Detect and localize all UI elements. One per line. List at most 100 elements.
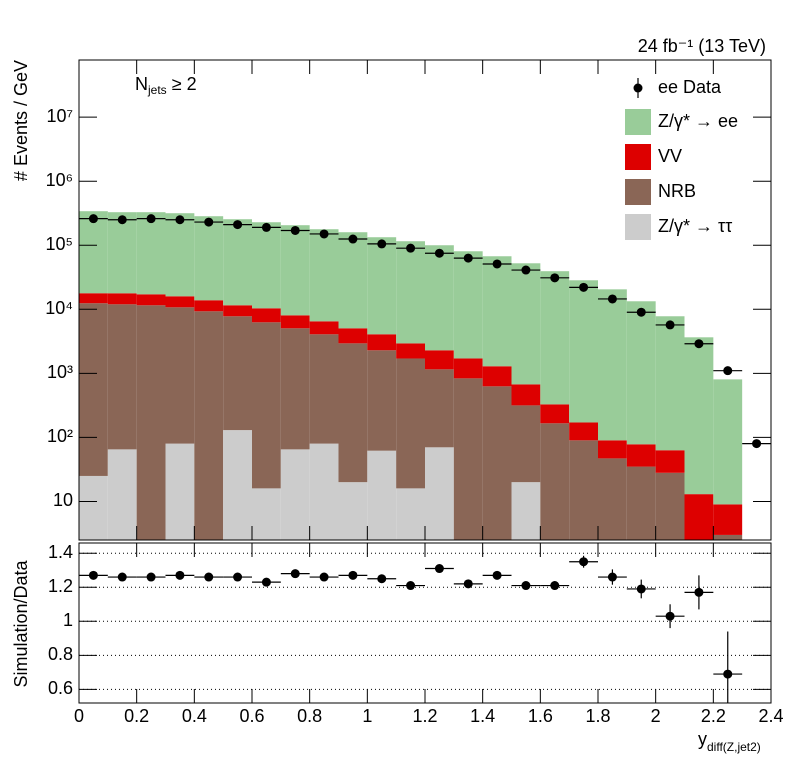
histogram-bar <box>252 222 281 309</box>
data-point <box>492 570 502 580</box>
histogram-bar <box>482 366 512 387</box>
data-point <box>88 214 98 224</box>
data-point <box>521 581 531 591</box>
legend-swatch <box>625 214 651 240</box>
histogram-bar <box>223 316 252 431</box>
chart-title: 24 fb⁻¹ (13 TeV) <box>638 36 766 56</box>
y-tick-label: 0.8 <box>48 644 73 664</box>
histogram-bar <box>511 482 541 540</box>
histogram-bar <box>367 350 397 451</box>
y-tick-label: 10⁷ <box>46 106 73 126</box>
histogram-bar <box>107 304 137 450</box>
histogram-bar <box>165 213 195 297</box>
data-point <box>377 574 387 584</box>
bottom-plot <box>79 555 743 703</box>
x-tick-label: 0.6 <box>239 706 264 726</box>
data-point <box>290 569 300 579</box>
legend-label: Z/γ* → ττ <box>658 216 732 236</box>
histogram-bar <box>425 447 454 540</box>
x-tick-label: 0.4 <box>182 706 207 726</box>
legend-swatch <box>625 179 651 205</box>
data-point <box>636 584 646 594</box>
histogram-bar <box>280 449 310 540</box>
histogram-bar <box>79 303 108 476</box>
histogram-bar <box>540 404 570 424</box>
histogram-bar <box>223 305 252 317</box>
y-tick-label: 10² <box>47 426 73 446</box>
histogram-bar <box>396 488 425 540</box>
histogram-bar <box>655 450 685 473</box>
histogram-bar <box>107 212 137 294</box>
histogram-bar <box>396 358 425 489</box>
x-tick-label: 1.8 <box>585 706 610 726</box>
histogram-bar <box>367 450 397 540</box>
histogram-bar <box>136 294 166 306</box>
histogram-bar <box>425 350 454 370</box>
data-point <box>521 265 531 275</box>
histogram-bar <box>598 440 627 459</box>
x-tick-label: 0.2 <box>124 706 149 726</box>
histogram-bar <box>511 263 541 385</box>
data-point <box>88 570 98 580</box>
data-point <box>463 253 473 263</box>
histogram-bar <box>511 405 541 483</box>
data-point <box>665 320 675 330</box>
data-point <box>117 215 127 225</box>
data-point <box>146 572 156 582</box>
data-point <box>146 214 156 224</box>
data-point <box>204 217 214 227</box>
y-tick-label: 1.2 <box>48 576 73 596</box>
histogram-bar <box>626 466 656 540</box>
histogram-bar <box>136 305 166 540</box>
data-point <box>175 215 185 225</box>
y-tick-label: 1 <box>63 610 73 630</box>
x-tick-label: 2 <box>651 706 661 726</box>
data-point <box>348 570 358 580</box>
histogram-bar <box>79 293 108 304</box>
data-point <box>233 220 243 230</box>
data-point <box>463 579 473 589</box>
histogram-bar <box>482 256 512 367</box>
histogram-bar <box>309 321 339 335</box>
annotation-part: ≥ 2 <box>167 74 197 94</box>
histogram-bar <box>252 322 281 489</box>
data-point <box>694 339 704 349</box>
data-point <box>694 587 704 597</box>
x-tick-label: 2.4 <box>758 706 783 726</box>
y-tick-label: 10³ <box>47 362 73 382</box>
histogram-bar <box>598 458 627 540</box>
histogram-bar <box>252 308 281 323</box>
histogram-bar <box>626 301 656 445</box>
data-point <box>607 294 617 304</box>
data-point <box>550 273 560 283</box>
histogram-bar <box>309 229 339 322</box>
histogram-bar <box>684 494 714 540</box>
histogram-bar <box>453 358 483 379</box>
data-point <box>117 572 127 582</box>
histogram-bar <box>626 444 656 467</box>
histogram-bar <box>598 289 627 441</box>
histogram-bar <box>684 337 714 495</box>
data-point <box>665 611 675 621</box>
data-point <box>434 564 444 574</box>
y-tick-label: 10⁵ <box>46 234 73 254</box>
histogram-bar <box>425 369 454 448</box>
histogram-bar <box>309 334 339 444</box>
y-tick-label: 10 <box>53 490 73 510</box>
y-axis-label: # Events / GeV <box>11 60 31 181</box>
histogram-bar <box>540 423 570 540</box>
histogram-bar <box>338 482 368 540</box>
data-point <box>550 581 560 591</box>
data-point <box>579 282 589 292</box>
legend-marker <box>633 83 643 93</box>
y-tick-label: 10⁶ <box>46 170 73 190</box>
legend-swatch <box>625 109 651 135</box>
annotation-part: jets <box>147 83 167 97</box>
histogram-bar <box>194 311 224 540</box>
data-point <box>434 248 444 258</box>
data-point <box>607 572 617 582</box>
annotation: Njets ≥ 2 <box>135 74 197 97</box>
data-point <box>636 307 646 317</box>
histogram-bar <box>655 472 685 540</box>
